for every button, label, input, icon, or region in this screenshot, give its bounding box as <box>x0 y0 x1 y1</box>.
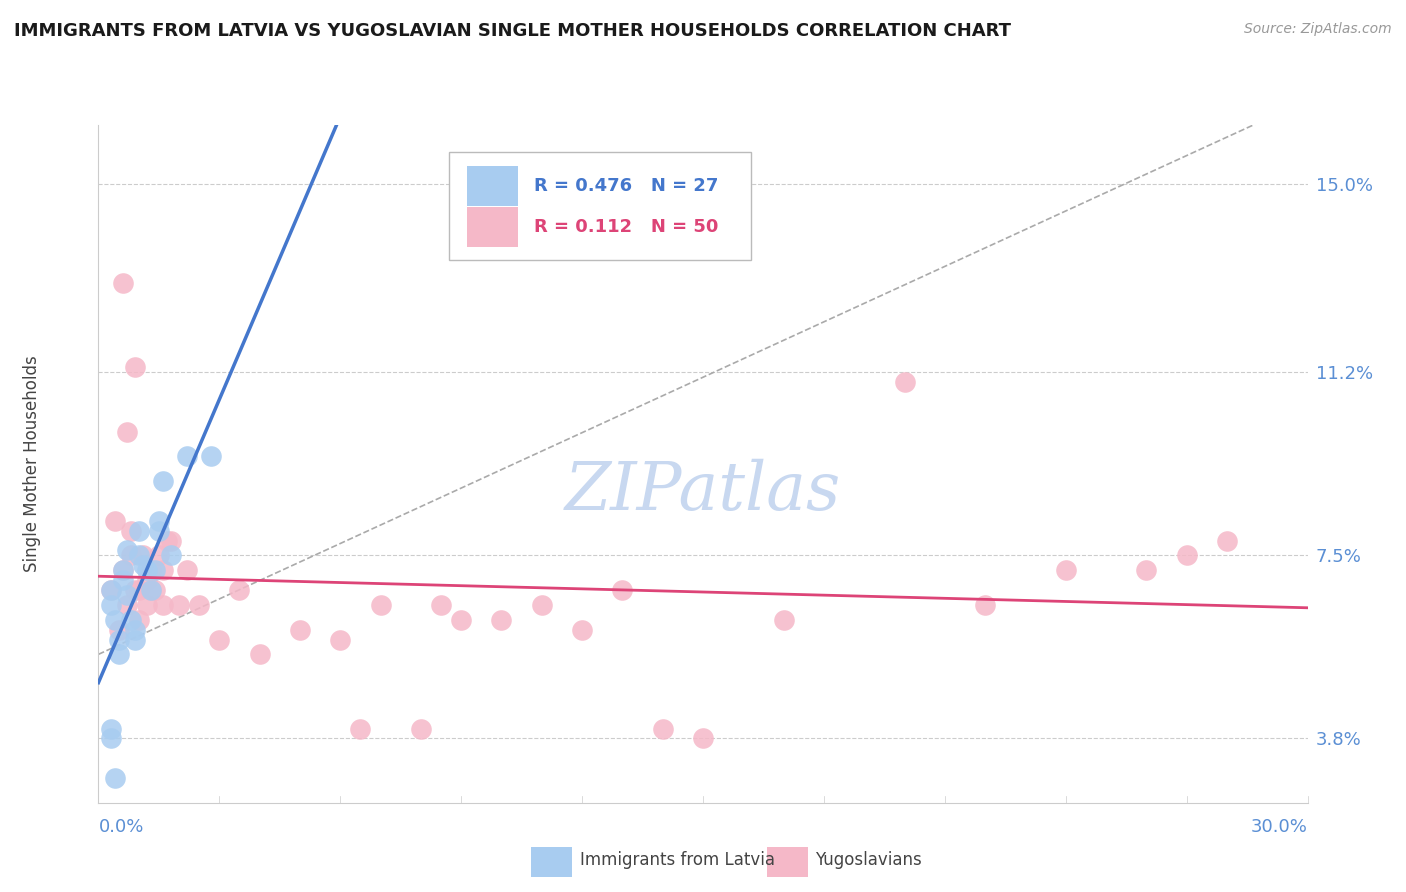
Point <box>1054 563 1077 577</box>
FancyBboxPatch shape <box>467 207 517 246</box>
Point <box>135 573 157 587</box>
Point <box>571 623 593 637</box>
Text: IMMIGRANTS FROM LATVIA VS YUGOSLAVIAN SINGLE MOTHER HOUSEHOLDS CORRELATION CHART: IMMIGRANTS FROM LATVIA VS YUGOSLAVIAN SI… <box>14 22 1011 40</box>
Text: 30.0%: 30.0% <box>1251 818 1308 836</box>
Point <box>409 722 432 736</box>
FancyBboxPatch shape <box>768 847 808 877</box>
Point <box>120 549 142 563</box>
Point <box>288 623 311 637</box>
Point <box>111 563 134 577</box>
Point <box>100 731 122 746</box>
Text: Single Mother Households: Single Mother Households <box>22 356 41 572</box>
Point <box>491 613 513 627</box>
Point <box>128 582 150 597</box>
Point <box>103 514 125 528</box>
Text: Source: ZipAtlas.com: Source: ZipAtlas.com <box>1244 22 1392 37</box>
Point <box>249 648 271 662</box>
Point <box>115 425 138 439</box>
Text: Yugoslavians: Yugoslavians <box>815 852 922 870</box>
Point <box>103 771 125 785</box>
Point <box>156 533 179 548</box>
Point <box>530 598 553 612</box>
Point <box>128 549 150 563</box>
Point <box>176 450 198 464</box>
Point <box>148 524 170 538</box>
Point <box>115 598 138 612</box>
Text: 0.0%: 0.0% <box>98 818 143 836</box>
Point <box>100 582 122 597</box>
Point <box>160 533 183 548</box>
Point <box>100 598 122 612</box>
Point <box>974 598 997 612</box>
Point <box>143 563 166 577</box>
Point <box>692 731 714 746</box>
Point <box>100 722 122 736</box>
Point <box>208 632 231 647</box>
Point <box>103 613 125 627</box>
Point <box>120 524 142 538</box>
Point <box>107 623 129 637</box>
Point <box>124 632 146 647</box>
Point <box>450 613 472 627</box>
Point <box>152 474 174 488</box>
Point <box>132 549 155 563</box>
Point <box>128 613 150 627</box>
FancyBboxPatch shape <box>467 166 517 206</box>
Point <box>893 375 915 389</box>
Point <box>132 558 155 573</box>
Point <box>143 582 166 597</box>
Point <box>1175 549 1198 563</box>
Point <box>329 632 352 647</box>
Point <box>370 598 392 612</box>
Point <box>228 582 250 597</box>
Point <box>107 648 129 662</box>
Point <box>430 598 453 612</box>
Point <box>100 582 122 597</box>
Point <box>167 598 190 612</box>
Point <box>115 588 138 602</box>
Point <box>176 563 198 577</box>
Point <box>651 722 673 736</box>
Point <box>115 543 138 558</box>
Point <box>139 582 162 597</box>
Point <box>349 722 371 736</box>
Point <box>124 582 146 597</box>
Text: R = 0.476   N = 27: R = 0.476 N = 27 <box>534 177 718 194</box>
Point <box>124 360 146 375</box>
Point <box>772 613 794 627</box>
Point <box>1135 563 1157 577</box>
Point <box>612 582 634 597</box>
Point <box>128 524 150 538</box>
Point <box>200 450 222 464</box>
Point <box>135 563 157 577</box>
FancyBboxPatch shape <box>531 847 572 877</box>
Text: ZIPatlas: ZIPatlas <box>565 458 841 524</box>
Point <box>139 563 162 577</box>
Point <box>152 598 174 612</box>
Point <box>124 623 146 637</box>
Text: Immigrants from Latvia: Immigrants from Latvia <box>579 852 775 870</box>
Point <box>135 598 157 612</box>
Point <box>120 613 142 627</box>
Point <box>107 632 129 647</box>
Point <box>111 277 134 291</box>
Point <box>111 563 134 577</box>
Point <box>148 549 170 563</box>
Text: R = 0.112   N = 50: R = 0.112 N = 50 <box>534 218 718 235</box>
Point <box>148 514 170 528</box>
Point <box>111 573 134 587</box>
Point <box>152 563 174 577</box>
FancyBboxPatch shape <box>449 152 751 260</box>
Point <box>1216 533 1239 548</box>
Point <box>188 598 211 612</box>
Point <box>160 549 183 563</box>
Point <box>139 582 162 597</box>
